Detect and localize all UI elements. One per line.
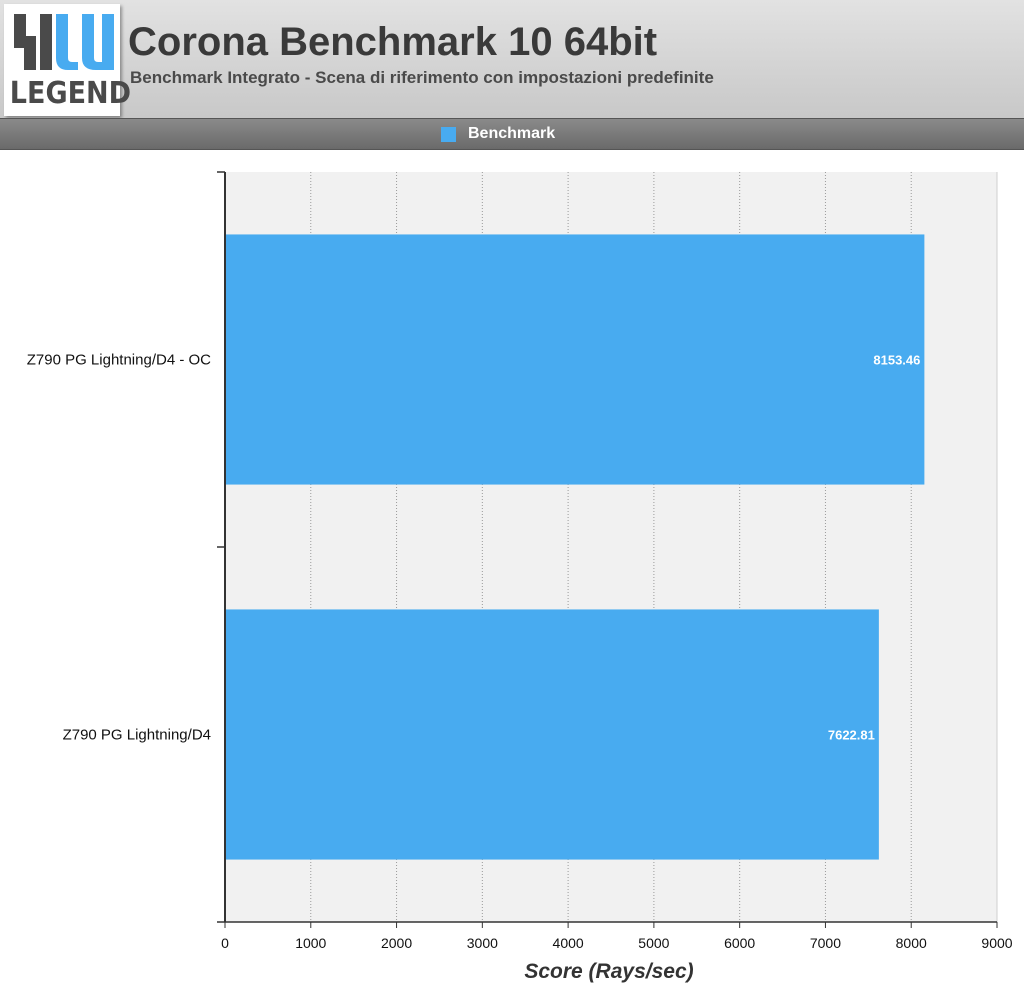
data-label: 8153.46 bbox=[873, 353, 920, 368]
data-label: 7622.81 bbox=[828, 728, 875, 743]
x-tick-label: 8000 bbox=[896, 935, 927, 951]
x-tick-label: 3000 bbox=[467, 935, 498, 951]
x-axis-title: Score (Rays/sec) bbox=[524, 960, 693, 983]
x-tick-label: 7000 bbox=[810, 935, 841, 951]
bar bbox=[225, 609, 879, 860]
chart-header: LEGEND Corona Benchmark 10 64bit Benchma… bbox=[0, 0, 1024, 118]
x-tick-label: 0 bbox=[221, 935, 229, 951]
x-tick-label: 9000 bbox=[981, 935, 1012, 951]
x-tick-label: 6000 bbox=[724, 935, 755, 951]
legend-label: Benchmark bbox=[468, 125, 556, 142]
logo-mark-icon bbox=[14, 14, 114, 70]
legend-swatch bbox=[441, 127, 456, 142]
bar bbox=[225, 234, 925, 485]
legend: Benchmark bbox=[0, 118, 1024, 150]
chart-subtitle: Benchmark Integrato - Scena di riferimen… bbox=[130, 68, 714, 87]
chart-title: Corona Benchmark 10 64bit bbox=[128, 20, 658, 64]
category-label: Z790 PG Lightning/D4 - OC bbox=[27, 352, 211, 369]
logo-text: LEGEND bbox=[9, 76, 132, 111]
x-tick-label: 1000 bbox=[295, 935, 326, 951]
x-tick-label: 5000 bbox=[638, 935, 669, 951]
x-tick-label: 4000 bbox=[553, 935, 584, 951]
category-label: Z790 PG Lightning/D4 bbox=[63, 727, 211, 744]
bar-chart: 8153.46 Z790 PG Lightning/D4 - OC 7622.81 Z… bbox=[27, 171, 1013, 983]
x-tick-label: 2000 bbox=[381, 935, 412, 951]
site-logo: LEGEND bbox=[4, 4, 132, 116]
